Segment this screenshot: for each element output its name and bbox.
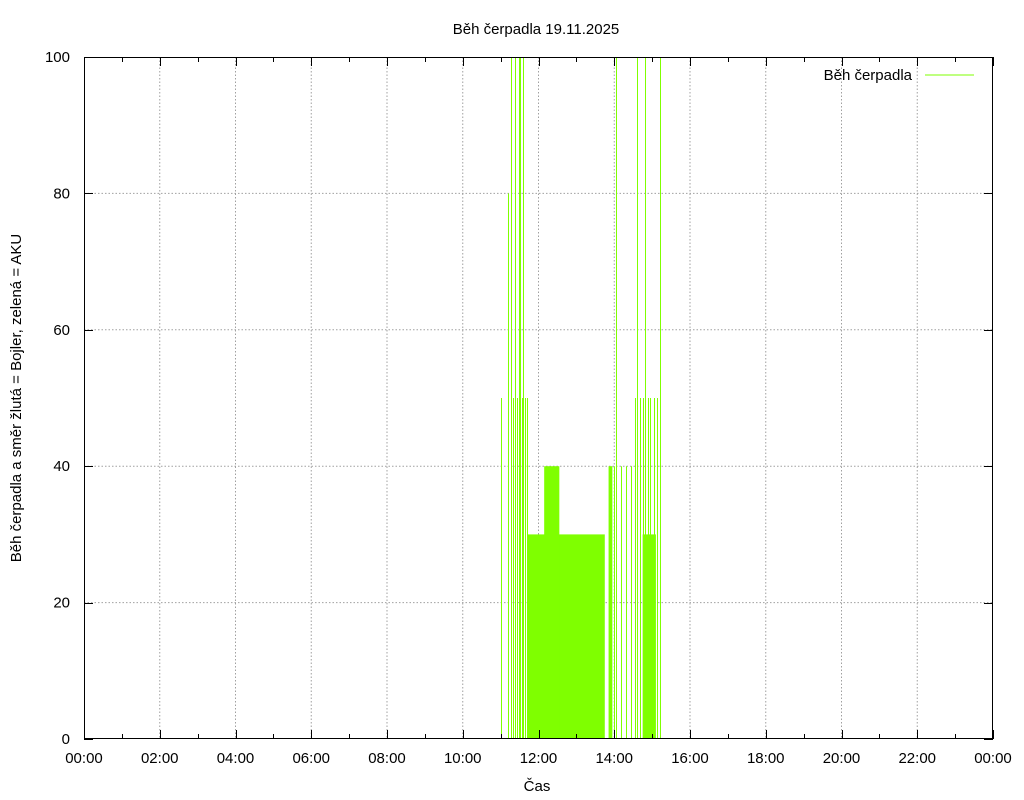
x-tick-label: 06:00 (292, 750, 330, 767)
data-block (642, 534, 656, 739)
axes: 00:00 02:00 04:00 06:00 08:00 10:00 12:00 14:00… (45, 49, 1012, 767)
x-tick-label: 12:00 (520, 750, 558, 767)
x-tick-label: 08:00 (368, 750, 406, 767)
data-block (527, 534, 605, 739)
legend: Běh čerpadla (824, 67, 974, 84)
x-tick-label: 22:00 (898, 750, 936, 767)
y-tick-label: 100 (45, 49, 70, 66)
y-tick-label: 60 (53, 322, 70, 339)
x-tick-label: 02:00 (141, 750, 179, 767)
x-tick-label: 00:00 (65, 750, 103, 767)
y-tick-label: 0 (62, 731, 70, 748)
plot-area (501, 57, 661, 739)
x-tick-label: 16:00 (671, 750, 709, 767)
data-block (608, 466, 613, 739)
x-tick-label: 14:00 (595, 750, 633, 767)
x-tick-label: 10:00 (444, 750, 482, 767)
x-tick-label: 04:00 (217, 750, 255, 767)
x-axis-label: Čas (524, 778, 551, 795)
chart-title: Běh čerpadla 19.11.2025 (453, 21, 620, 38)
x-tick-label: 20:00 (823, 750, 861, 767)
x-tick-label: 00:00 (974, 750, 1012, 767)
y-tick-label: 40 (53, 458, 70, 475)
y-tick-label: 80 (53, 185, 70, 202)
y-tick-label: 20 (53, 595, 70, 612)
data-block (544, 466, 560, 739)
x-tick-label: 18:00 (747, 750, 785, 767)
y-axis-label: Běh čerpadla a směr žlutá = Bojler, zele… (8, 234, 25, 563)
legend-label: Běh čerpadla (824, 67, 913, 84)
plot-frame (84, 57, 993, 739)
